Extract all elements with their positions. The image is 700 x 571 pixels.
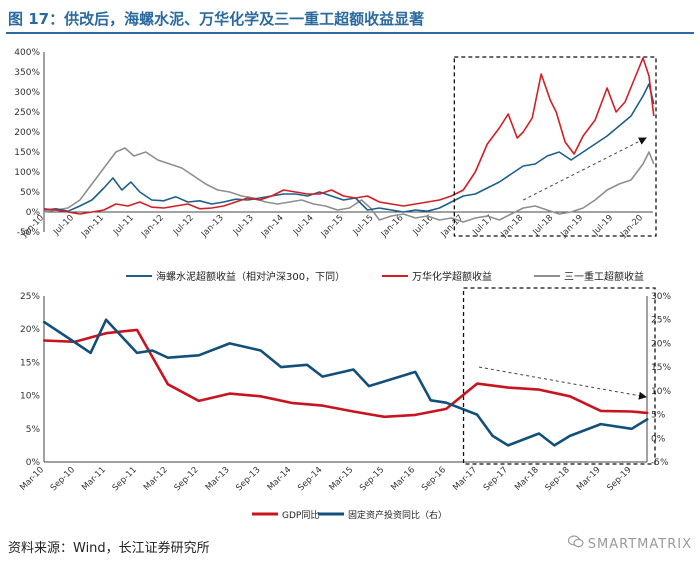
bottom-x-tick-label: Mar-17: [451, 465, 479, 493]
top-x-tick-label: Jul-11: [111, 213, 136, 238]
bottom-y-tick-label: 20%: [20, 325, 40, 335]
bottom-y-tick-label: 25%: [20, 292, 40, 302]
bottom-y-tick-label: 15%: [20, 358, 40, 368]
figure-title: 图 17：供改后，海螺水泥、万华化学及三一重工超额收益显著: [8, 10, 425, 28]
top-x-tick-label: Jul-12: [171, 213, 196, 238]
bottom-x-tick-label: Sep-12: [173, 465, 201, 493]
top-trend-arrow: [522, 137, 647, 201]
bottom-y2-tick-label: 20%: [651, 339, 671, 349]
top-y-tick-label: 0%: [26, 208, 41, 218]
top-y-tick-label: 50%: [20, 188, 40, 198]
top-legend-label-2: 万华化学超额收益: [412, 270, 492, 283]
top-x-tick-label: Jan-16: [379, 213, 406, 240]
title-rule: [6, 32, 694, 34]
bottom-y2-tick-label: 30%: [651, 292, 671, 302]
top-x-tick-label: Jul-10: [51, 213, 76, 238]
bottom-x-tick-label: Mar-10: [18, 465, 46, 493]
bottom-x-tick-label: Sep-15: [358, 465, 386, 493]
bottom-x-tick-label: Sep-16: [420, 465, 448, 493]
wechat-icon: [567, 535, 584, 552]
bottom-y2-tick-label: 10%: [651, 387, 671, 397]
top-y-tick-label: 200%: [14, 128, 40, 138]
top-y-tick-label: 250%: [14, 108, 40, 118]
bottom-series-line-2: [42, 318, 649, 447]
bottom-x-tick-label: Mar-16: [389, 465, 417, 493]
bottom-x-tick-label: Sep-10: [49, 465, 77, 493]
top-x-tick-label: Jan-15: [319, 213, 346, 240]
top-highlight-box: [453, 56, 657, 237]
bottom-x-tick-label: Sep-17: [482, 465, 510, 493]
top-y-tick-label: 100%: [14, 168, 40, 178]
top-x-tick-label: Jan-11: [79, 213, 106, 240]
top-x-tick-label: Jul-19: [590, 213, 615, 238]
top-legend-label-3: 三一重工超额收益: [564, 270, 644, 283]
top-x-tick-label: Jul-14: [291, 213, 316, 238]
top-series-line-3: [43, 147, 655, 223]
top-series-line-2: [43, 57, 655, 215]
bottom-x-tick-label: Mar-14: [266, 465, 294, 493]
bottom-y2-tick-label: 5%: [651, 411, 666, 421]
bottom-y-tick-label: 10%: [20, 392, 40, 402]
top-x-tick-label: Jul-13: [231, 213, 256, 238]
top-legend-label-1: 海螺水泥超额收益（相对沪深300，下同）: [156, 270, 345, 283]
bottom-x-tick-label: Mar-15: [327, 465, 355, 493]
top-y-tick-label: 300%: [14, 88, 40, 98]
top-y-tick-label: 400%: [14, 48, 40, 58]
bottom-highlight-box: [462, 287, 656, 465]
bottom-series-line-1: [42, 328, 649, 419]
top-x-tick-label: Jan-13: [199, 213, 226, 240]
watermark-text: SMARTMATRIX: [587, 537, 692, 552]
bottom-x-tick-label: Sep-13: [234, 465, 262, 493]
bottom-x-tick-label: Mar-13: [204, 465, 232, 493]
watermark: SMARTMATRIX: [567, 535, 692, 552]
bottom-y2-tick-label: 0%: [651, 434, 666, 444]
bottom-x-tick-label: Sep-14: [296, 465, 324, 493]
bottom-y-tick-label: 5%: [26, 425, 41, 435]
bottom-x-tick-label: Mar-18: [513, 465, 541, 493]
bottom-y2-tick-label: 15%: [651, 363, 671, 373]
bottom-x-tick-label: Sep-19: [605, 465, 633, 493]
top-x-tick-label: Jul-15: [351, 213, 376, 238]
bottom-legend-label-1: GDP同比: [282, 509, 319, 521]
bottom-legend-label-2: 固定资产投资同比（右）: [348, 509, 447, 521]
bottom-x-tick-label: Sep-11: [111, 465, 139, 493]
top-x-tick-label: Jan-12: [139, 213, 166, 240]
bottom-x-tick-label: Mar-12: [142, 465, 170, 493]
bottom-y2-tick-label: -5%: [651, 458, 669, 468]
top-y-tick-label: 150%: [14, 148, 40, 158]
source-caption: 资料来源：Wind，长江证券研究所: [8, 541, 210, 556]
bottom-trend-arrow: [478, 366, 647, 400]
bottom-x-tick-label: Mar-19: [575, 465, 603, 493]
top-x-tick-label: Jan-14: [259, 213, 286, 240]
top-series-line-1: [43, 83, 655, 213]
top-x-tick-label: Jul-18: [530, 213, 555, 238]
bottom-x-tick-label: Sep-18: [544, 465, 572, 493]
bottom-x-tick-label: Mar-11: [80, 465, 108, 493]
top-y-tick-label: -50%: [17, 228, 41, 238]
bottom-y-tick-label: 0%: [26, 458, 41, 468]
top-y-tick-label: 350%: [14, 68, 40, 78]
bottom-y2-tick-label: 25%: [651, 316, 671, 326]
